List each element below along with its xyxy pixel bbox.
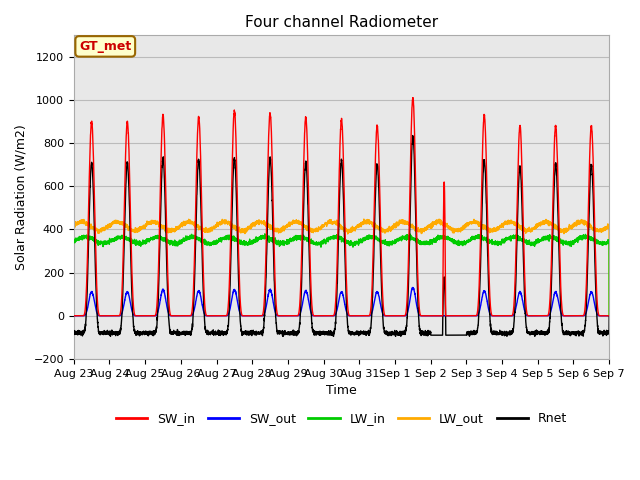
SW_in [432, 313, 440, 319]
Rnet [461, 332, 469, 338]
X-axis label: Time: Time [326, 384, 357, 397]
SW_in [321, 313, 329, 319]
SW_out [70, 313, 77, 319]
Rnet [166, 328, 174, 334]
Line: SW_out: SW_out [74, 288, 609, 316]
LW_in [432, 236, 440, 241]
Rnet [279, 334, 287, 339]
SW_in [605, 313, 612, 319]
SW_in [492, 313, 500, 319]
LW_in [70, 240, 77, 245]
Rnet [605, 313, 613, 319]
LW_out [321, 221, 329, 227]
Line: LW_in: LW_in [74, 234, 609, 316]
LW_out [605, 223, 612, 228]
SW_out [492, 313, 500, 319]
Rnet [321, 329, 329, 335]
Rnet [605, 330, 612, 336]
LW_out [70, 223, 77, 229]
LW_out [461, 222, 469, 228]
LW_out [605, 313, 613, 319]
SW_in [461, 313, 469, 319]
Y-axis label: Solar Radiation (W/m2): Solar Radiation (W/m2) [15, 124, 28, 270]
LW_in [166, 240, 174, 246]
LW_out [432, 220, 440, 226]
SW_out [605, 313, 612, 319]
LW_out [492, 227, 500, 233]
LW_in [605, 313, 613, 319]
SW_in [166, 310, 174, 316]
LW_out [360, 216, 368, 222]
Title: Four channel Radiometer: Four channel Radiometer [245, 15, 438, 30]
SW_out [461, 313, 469, 319]
SW_in [605, 313, 613, 319]
LW_in [261, 231, 269, 237]
Line: LW_out: LW_out [74, 219, 609, 316]
Legend: SW_in, SW_out, LW_in, LW_out, Rnet: SW_in, SW_out, LW_in, LW_out, Rnet [111, 407, 572, 430]
SW_in [70, 313, 77, 319]
Line: SW_in: SW_in [74, 97, 609, 316]
LW_in [461, 240, 469, 246]
Rnet [492, 332, 500, 337]
SW_out [432, 313, 440, 319]
SW_out [408, 285, 416, 290]
SW_out [321, 313, 329, 319]
Rnet [70, 330, 77, 336]
LW_in [321, 238, 329, 243]
Line: Rnet: Rnet [74, 135, 609, 336]
LW_in [605, 240, 612, 246]
Rnet [409, 132, 417, 138]
LW_out [166, 228, 174, 234]
Rnet [432, 332, 440, 338]
SW_in [409, 95, 417, 100]
Text: GT_met: GT_met [79, 40, 131, 53]
SW_out [166, 312, 174, 318]
SW_out [605, 313, 613, 319]
LW_in [492, 241, 500, 247]
